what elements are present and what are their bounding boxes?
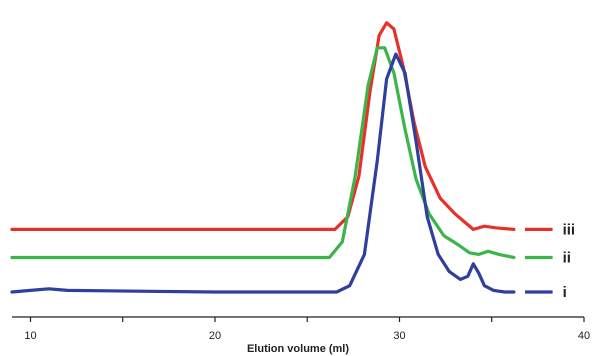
series-line-iii xyxy=(12,23,514,230)
x-tick-label-20: 20 xyxy=(209,330,221,342)
series-label-i: i xyxy=(563,284,567,301)
x-tick-label-10: 10 xyxy=(24,330,36,342)
x-axis-ticks: 10 20 30 40 xyxy=(24,317,590,342)
x-tick-label-40: 40 xyxy=(578,330,590,342)
x-axis-title: Elution volume (ml) xyxy=(247,343,349,355)
series-label-iii: iii xyxy=(563,221,576,238)
series-label-ii: ii xyxy=(563,250,571,267)
x-tick-label-30: 30 xyxy=(393,330,405,342)
series-layer xyxy=(12,23,553,292)
series-line-ii xyxy=(12,48,514,258)
